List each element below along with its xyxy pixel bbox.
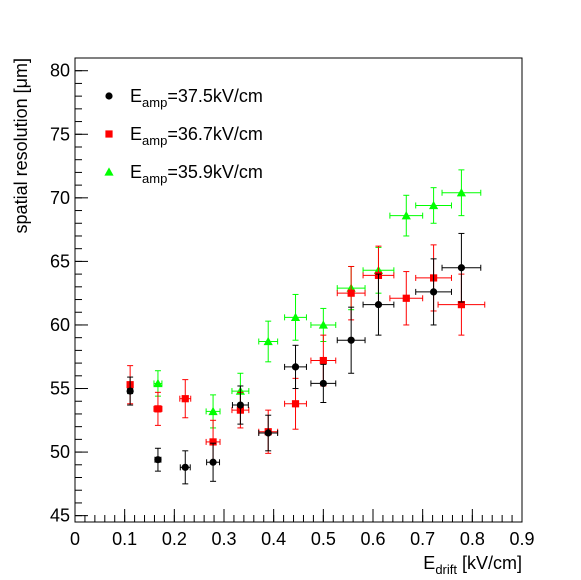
legend-entry: Eamp=37.5kV/cm	[105, 86, 263, 110]
x-tick-label: 0.6	[360, 529, 385, 549]
circle-marker	[374, 301, 383, 309]
triangle-marker	[428, 200, 439, 210]
data-point	[336, 306, 366, 374]
square-marker	[154, 405, 162, 413]
triangle-marker	[153, 378, 163, 388]
data-point	[389, 194, 424, 237]
x-tick-label: 0.3	[211, 529, 236, 549]
data-point	[284, 293, 307, 341]
circle-marker	[457, 264, 466, 272]
triangle-marker	[456, 188, 467, 197]
x-tick-label: 0.2	[162, 529, 187, 549]
square-marker	[319, 356, 327, 365]
x-axis-label-sub: drift	[435, 562, 457, 577]
legend-label-rest: =37.5kV/cm	[167, 86, 263, 106]
legend-label-main: E	[130, 162, 142, 182]
x-axis-label-main: E	[423, 553, 435, 573]
x-axis-label-unit: [kV/cm]	[457, 553, 522, 573]
square-marker	[209, 438, 217, 446]
plot-frame	[74, 57, 523, 523]
legend-label-sub: amp	[142, 133, 167, 148]
y-tick-label: 50	[50, 442, 70, 462]
axes-layer: 0 0.1 0.2 0.3 0.4 0.5 0.6 0.7 0.8 0.9 45 50 55 60 65 70…	[50, 57, 535, 549]
y-tick-label: 80	[50, 61, 70, 81]
circle-marker	[291, 363, 300, 371]
y-tick-label: 55	[50, 379, 70, 399]
legend-label-sub: amp	[142, 171, 167, 186]
circle-marker	[319, 379, 327, 388]
data-point	[415, 258, 452, 326]
legend-label-main: E	[130, 124, 142, 144]
square-marker	[347, 289, 355, 297]
data-point	[258, 320, 279, 363]
triangle-marker	[208, 406, 218, 416]
y-tick-label: 45	[50, 506, 70, 526]
legend-label-main: E	[130, 86, 142, 106]
x-tick-label: 0.9	[509, 529, 534, 549]
circle-marker	[347, 336, 355, 344]
legend-label-rest: =36.7kV/cm	[167, 124, 263, 144]
data-point	[153, 391, 163, 426]
triangle-marker	[401, 211, 411, 220]
y-tick-label: 75	[50, 124, 70, 144]
circle-marker	[181, 463, 189, 471]
data-point	[310, 363, 337, 404]
data-point	[389, 271, 424, 326]
legend-entry: Eamp=35.9kV/cm	[104, 162, 263, 186]
triangle-marker	[104, 167, 114, 176]
data-point	[258, 414, 279, 452]
y-tick-label: 70	[50, 188, 70, 208]
square-marker	[105, 130, 113, 138]
data-point	[154, 447, 162, 472]
y-tick-label: 65	[50, 251, 70, 271]
circle-marker	[429, 288, 438, 296]
series-square	[126, 244, 486, 465]
x-tick-label: 0.7	[410, 529, 435, 549]
square-marker	[402, 294, 410, 302]
x-tick-label: 0	[70, 529, 80, 549]
legend-label-sub: amp	[142, 95, 167, 110]
square-marker	[181, 395, 189, 403]
circle-marker	[209, 458, 217, 466]
data-point	[284, 344, 307, 390]
legend-label-rest: =35.9kV/cm	[167, 162, 263, 182]
y-axis-label: spatial resolution [μm]	[11, 58, 31, 233]
x-tick-label: 0.4	[261, 529, 286, 549]
legend-label: Eamp=37.5kV/cm	[130, 86, 263, 110]
data-point	[362, 273, 395, 336]
y-tick-label: 60	[50, 315, 70, 335]
triangle-marker	[263, 336, 273, 346]
x-axis-label: Edrift [kV/cm]	[423, 553, 522, 577]
x-tick-label: 0.1	[112, 529, 137, 549]
circle-marker	[126, 387, 134, 395]
data-point	[179, 379, 192, 419]
legend-entry: Eamp=36.7kV/cm	[105, 124, 263, 148]
series-triangle	[153, 169, 482, 429]
square-marker	[291, 400, 300, 408]
square-marker	[457, 301, 466, 309]
circle-marker	[105, 92, 113, 100]
circle-marker	[154, 456, 162, 464]
data-point	[179, 450, 191, 485]
triangle-marker	[318, 320, 328, 329]
circle-marker	[236, 401, 244, 409]
data-point	[441, 232, 482, 303]
series-circle	[126, 232, 482, 485]
series-layer	[126, 169, 486, 485]
legend-label: Eamp=35.9kV/cm	[130, 162, 263, 186]
x-tick-label: 0.8	[460, 529, 485, 549]
x-tick-label: 0.5	[311, 529, 336, 549]
triangle-marker	[290, 312, 301, 322]
data-point	[126, 376, 134, 406]
legend: Eamp=37.5kV/cmEamp=36.7kV/cmEamp=35.9kV/…	[104, 86, 263, 186]
data-point	[441, 169, 482, 217]
data-point	[205, 394, 221, 429]
data-point	[206, 442, 221, 482]
data-point	[231, 385, 249, 425]
circle-marker	[264, 429, 272, 437]
legend-label: Eamp=36.7kV/cm	[130, 124, 263, 148]
data-point	[415, 187, 452, 224]
